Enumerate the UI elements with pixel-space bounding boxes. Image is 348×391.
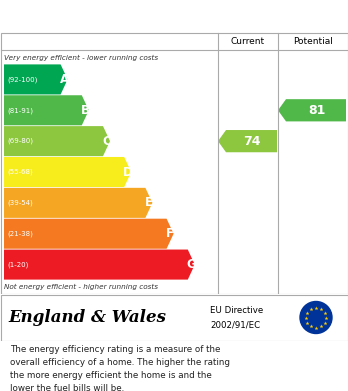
Text: E: E (145, 196, 153, 209)
Text: D: D (123, 165, 133, 179)
Text: Energy Efficiency Rating: Energy Efficiency Rating (10, 9, 220, 23)
Text: Current: Current (231, 36, 265, 45)
Text: C: C (102, 135, 111, 148)
Text: Potential: Potential (293, 36, 333, 45)
Text: (1-20): (1-20) (7, 261, 29, 268)
Polygon shape (4, 95, 89, 125)
Text: Very energy efficient - lower running costs: Very energy efficient - lower running co… (4, 55, 158, 61)
Circle shape (300, 301, 332, 334)
Polygon shape (4, 157, 131, 187)
Text: England & Wales: England & Wales (8, 309, 166, 326)
Text: (81-91): (81-91) (7, 107, 33, 113)
Text: F: F (166, 227, 174, 240)
Text: (21-38): (21-38) (7, 230, 33, 237)
Text: A: A (60, 73, 69, 86)
Polygon shape (218, 130, 277, 152)
Text: Not energy efficient - higher running costs: Not energy efficient - higher running co… (4, 284, 158, 290)
Text: G: G (187, 258, 196, 271)
Polygon shape (4, 65, 68, 95)
Polygon shape (4, 188, 152, 218)
Polygon shape (4, 219, 174, 249)
Text: 2002/91/EC: 2002/91/EC (210, 321, 260, 330)
Text: EU Directive: EU Directive (210, 306, 263, 315)
Polygon shape (4, 126, 110, 156)
Text: (39-54): (39-54) (7, 200, 33, 206)
Polygon shape (278, 99, 346, 121)
Text: 81: 81 (308, 104, 326, 117)
Polygon shape (4, 249, 195, 280)
Text: (92-100): (92-100) (7, 76, 37, 83)
Text: The energy efficiency rating is a measure of the
overall efficiency of a home. T: The energy efficiency rating is a measur… (10, 344, 230, 391)
Text: 74: 74 (243, 135, 261, 148)
Text: (55-68): (55-68) (7, 169, 33, 175)
Text: (69-80): (69-80) (7, 138, 33, 144)
Text: B: B (81, 104, 90, 117)
